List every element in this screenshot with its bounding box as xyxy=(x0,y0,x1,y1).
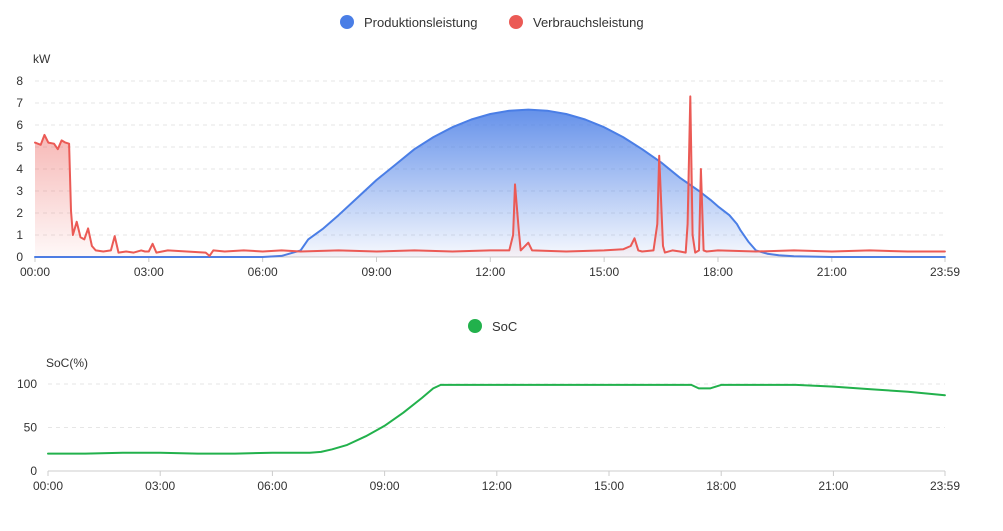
top-x-tick-label: 18:00 xyxy=(703,265,733,279)
legend-item-consumption[interactable]: Verbrauchsleistung xyxy=(509,15,644,30)
bot-x-tick-label: 00:00 xyxy=(33,479,63,493)
legend-label-soc: SoC xyxy=(492,319,517,334)
bot-x-tick-label: 21:00 xyxy=(818,479,848,493)
bot-x-tick-label: 15:00 xyxy=(594,479,624,493)
bot-x-tick-label: 06:00 xyxy=(257,479,287,493)
legend-label-consumption: Verbrauchsleistung xyxy=(533,15,644,30)
top-y-tick-label: 5 xyxy=(16,140,23,154)
top-x-tick-label: 06:00 xyxy=(248,265,278,279)
top-y-tick-label: 8 xyxy=(16,74,23,88)
legend-item-production[interactable]: Produktionsleistung xyxy=(340,15,477,30)
top-y-tick-label: 0 xyxy=(16,250,23,264)
power-y-axis-title: kW xyxy=(33,52,51,66)
bot-y-tick-label: 0 xyxy=(30,464,37,478)
soc-gridlines xyxy=(48,383,945,428)
top-x-tick-label: 03:00 xyxy=(134,265,164,279)
top-y-tick-label: 4 xyxy=(16,162,23,176)
soc-y-axis-title: SoC(%) xyxy=(46,356,88,370)
soc-series-line xyxy=(47,383,946,455)
bot-y-tick-label: 50 xyxy=(24,421,38,435)
soc-legend: SoC xyxy=(468,319,517,334)
top-x-tick-label: 23:59 xyxy=(930,265,960,279)
legend-marker-consumption xyxy=(509,15,523,29)
top-y-tick-label: 7 xyxy=(16,96,23,110)
consumption-series-line xyxy=(34,95,946,257)
bot-x-tick-label: 12:00 xyxy=(482,479,512,493)
bot-x-tick-label: 09:00 xyxy=(370,479,400,493)
legend-marker-production xyxy=(340,15,354,29)
top-x-tick-label: 15:00 xyxy=(589,265,619,279)
top-y-tick-label: 6 xyxy=(16,118,23,132)
soc-x-axis: 00:00 03:00 06:00 09:00 12:00 15:00 18:00 21:00… xyxy=(33,470,960,493)
bot-x-tick-label: 23:59 xyxy=(930,479,960,493)
soc-series xyxy=(47,383,946,455)
production-series-area xyxy=(35,109,945,257)
bot-x-tick-label: 03:00 xyxy=(145,479,175,493)
top-y-tick-label: 2 xyxy=(16,206,23,220)
top-y-tick-label: 3 xyxy=(16,184,23,198)
production-series-line xyxy=(34,108,946,258)
legend-item-soc[interactable]: SoC xyxy=(468,319,517,334)
bot-y-tick-label: 100 xyxy=(17,377,37,391)
bot-x-tick-label: 18:00 xyxy=(706,479,736,493)
top-x-tick-label: 21:00 xyxy=(817,265,847,279)
legend-label-production: Produktionsleistung xyxy=(364,15,477,30)
top-y-tick-label: 1 xyxy=(16,228,23,242)
power-y-axis: 0 1 2 3 4 5 6 7 8 xyxy=(16,74,23,264)
legend-marker-soc xyxy=(468,319,482,333)
top-x-tick-label: 12:00 xyxy=(475,265,505,279)
power-x-axis: 00:00 03:00 06:00 09:00 12:00 15:00 18:00 21:00… xyxy=(20,256,960,279)
power-series xyxy=(34,95,946,258)
power-legend: Produktionsleistung Verbrauchsleistung xyxy=(340,15,644,30)
top-x-tick-label: 00:00 xyxy=(20,265,50,279)
top-x-tick-label: 09:00 xyxy=(361,265,391,279)
soc-y-axis: 0 50 100 xyxy=(17,377,37,478)
